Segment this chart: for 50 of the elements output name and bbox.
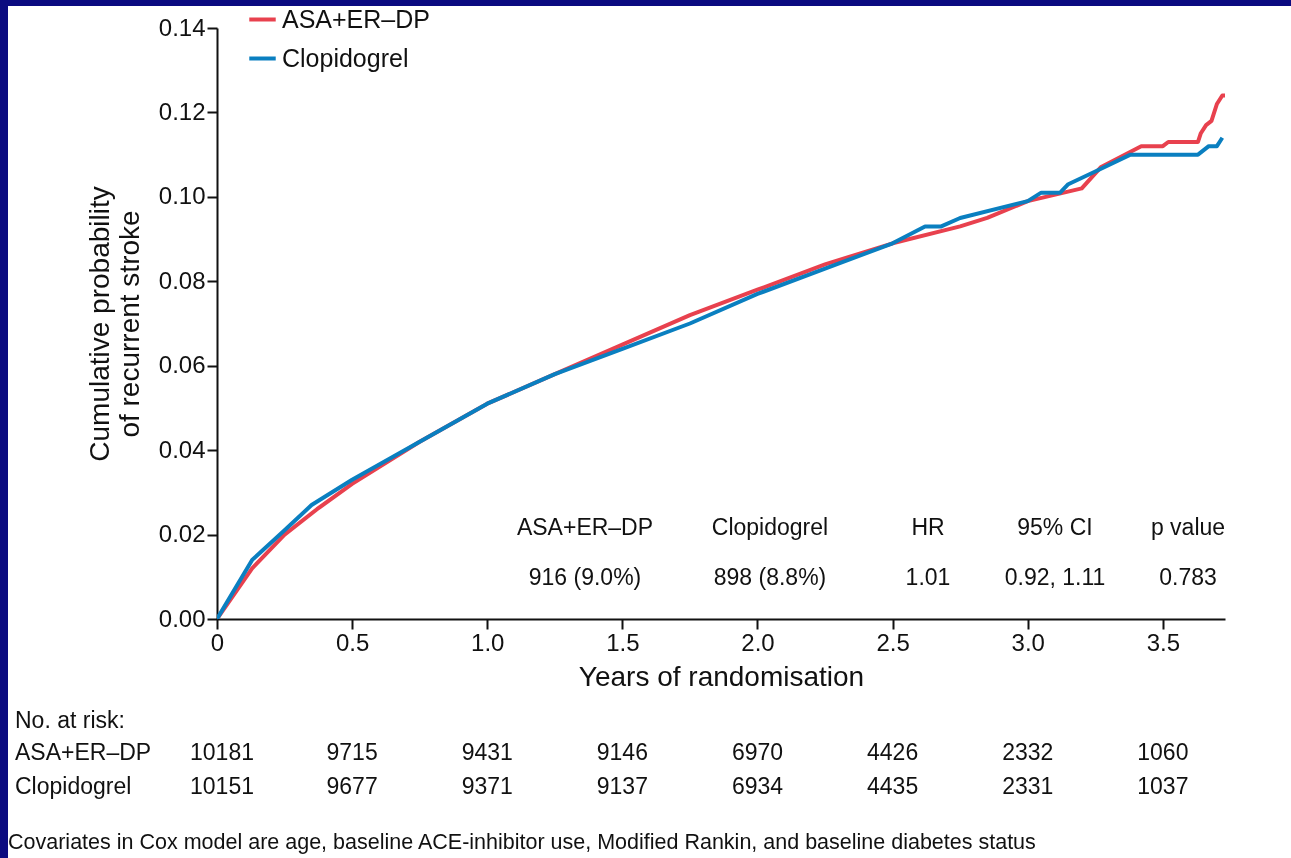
y-tick-label: 0.06	[158, 351, 206, 379]
x-tick-label: 1.0	[471, 628, 505, 656]
x-tick-label: 2.0	[741, 628, 775, 656]
annotation: HR	[911, 514, 945, 540]
y-tick-label: 0.12	[158, 97, 206, 125]
x-axis-title: Years of randomisation	[578, 660, 865, 692]
text: No. at risk:	[15, 707, 125, 733]
annotation: 1.01	[905, 564, 951, 590]
text: 2332	[1002, 739, 1054, 765]
x-tick-label: 1.5	[606, 628, 640, 656]
text: 1037	[1137, 773, 1189, 799]
text: 9677	[326, 773, 378, 799]
y-tick-label: 0.10	[158, 182, 206, 210]
x-tick-label: 3.0	[1011, 628, 1045, 656]
annotation: 0.92, 1.11	[1004, 564, 1106, 590]
text: 4435	[867, 773, 919, 799]
text: 4426	[867, 739, 919, 765]
text: 10181	[190, 739, 254, 765]
annotation: ASA+ER–DP	[516, 514, 654, 540]
annotation: 95% CI	[1017, 514, 1093, 540]
text: Covariates in Cox model are age, baseline ACE-inhibitor use, Modified Rankin, and baseline diabetes status	[8, 830, 1036, 854]
text: 1060	[1137, 739, 1189, 765]
y-tick-label: 0.08	[158, 266, 206, 294]
annotation: 898 (8.8%)	[713, 564, 827, 590]
annotation: p value	[1150, 514, 1226, 540]
y-tick-label: 0.00	[158, 604, 206, 632]
text: Clopidogrel	[15, 773, 132, 799]
x-tick-label: 2.5	[876, 628, 910, 656]
annotation: 916 (9.0%)	[528, 564, 642, 590]
y-tick-label: 0.14	[158, 13, 206, 41]
text: 9137	[596, 773, 648, 799]
x-tick-label: 0.5	[335, 628, 370, 656]
annotation: Clopidogrel	[711, 514, 829, 540]
text: 6934	[731, 773, 784, 799]
text: 9371	[461, 773, 513, 799]
text: 9431	[461, 739, 513, 765]
y-tick-label: 0.02	[158, 520, 206, 548]
legend-label: Clopidogrel	[282, 43, 409, 72]
x-tick-label: 3.5	[1146, 628, 1181, 656]
text: 6970	[731, 739, 784, 765]
text: 10151	[190, 773, 254, 799]
text: 2331	[1002, 773, 1054, 799]
y-tick-label: 0.04	[158, 435, 206, 463]
text: 9146	[596, 739, 648, 765]
annotation: 0.783	[1159, 564, 1217, 590]
text: ASA+ER–DP	[15, 739, 152, 765]
legend-label: ASA+ER–DP	[282, 4, 430, 33]
x-tick-label: 0	[210, 628, 225, 656]
text: 9715	[326, 739, 378, 765]
y-axis-title: Cumulative probability of recurrent stroke	[83, 186, 145, 462]
